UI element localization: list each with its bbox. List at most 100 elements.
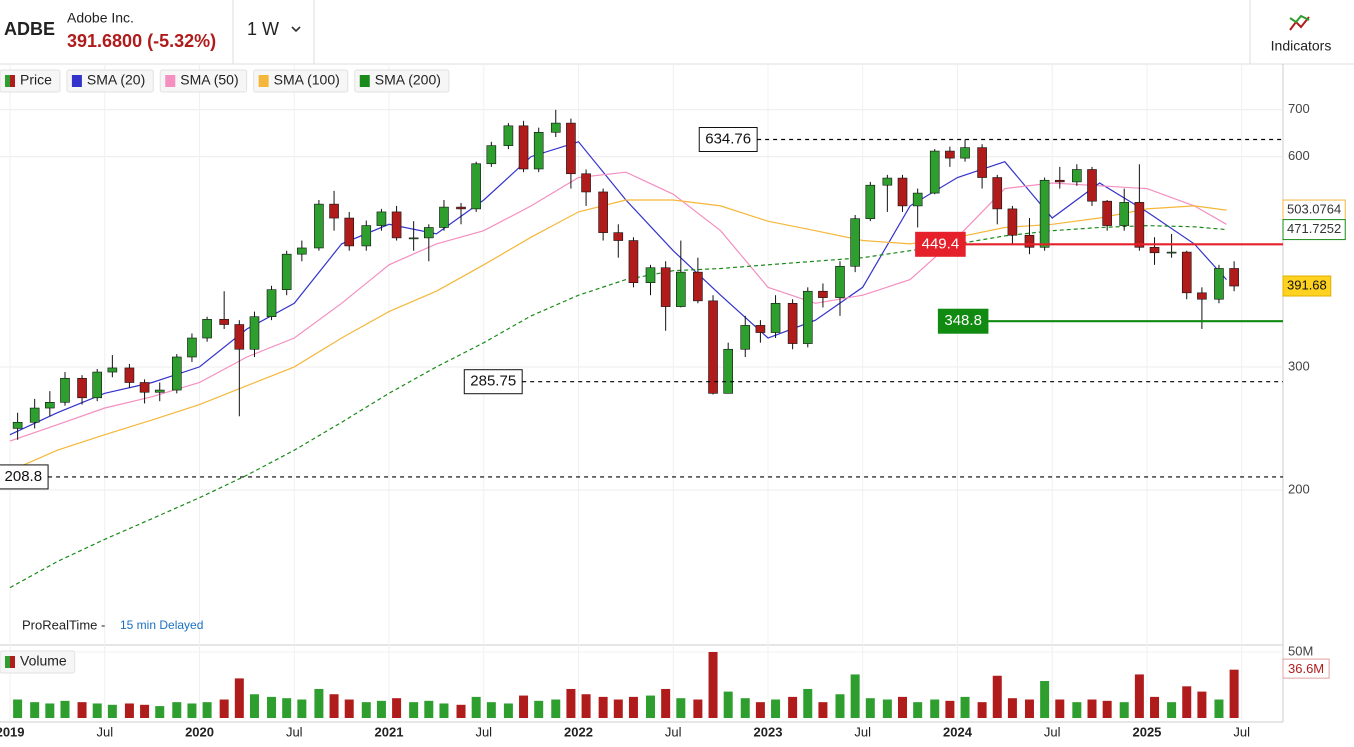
volume-bar — [172, 702, 182, 718]
candle-body — [234, 324, 245, 350]
volume-bar — [676, 698, 686, 718]
candle-body — [550, 122, 561, 133]
candle-body — [581, 173, 591, 193]
candle-body — [660, 267, 671, 307]
candle-body — [977, 147, 987, 178]
volume-bar — [30, 702, 40, 718]
candle-body — [945, 150, 955, 159]
candle-body — [139, 382, 150, 393]
candle-body — [960, 147, 970, 159]
candle-body — [613, 232, 624, 241]
sma-line — [9, 171, 1227, 442]
candle-body — [850, 218, 860, 267]
volume-bar — [803, 688, 813, 718]
y-tick-label: 200 — [1288, 481, 1310, 496]
legend-swatch — [258, 75, 269, 87]
volume-bar — [740, 698, 750, 718]
candle-body — [92, 371, 103, 399]
legend-swatch — [10, 656, 15, 668]
candle-body — [566, 122, 576, 175]
volume-bar — [992, 675, 1002, 718]
candle-body — [533, 131, 544, 170]
volume-bar — [202, 702, 212, 718]
volume-bar — [930, 699, 940, 718]
legend-item[interactable]: Volume — [0, 650, 76, 674]
level-label: 285.75 — [470, 373, 516, 390]
candle-body — [628, 240, 639, 283]
y-tick-label: 300 — [1288, 358, 1310, 373]
volume-bar — [898, 696, 908, 718]
volume-bar — [329, 694, 339, 718]
candle-body — [202, 318, 212, 339]
candle-body — [1197, 292, 1207, 300]
volume-bar — [581, 694, 591, 718]
volume-bar — [282, 698, 292, 718]
candle-body — [755, 325, 766, 333]
candle-body — [486, 145, 497, 165]
level-label: 634.76 — [705, 130, 751, 147]
candle-body — [676, 271, 686, 307]
indicators-icon — [1289, 16, 1310, 31]
volume-bar — [835, 694, 845, 718]
legend-item[interactable]: SMA (200) — [354, 69, 450, 93]
legend-item[interactable]: Price — [0, 69, 61, 93]
legend-swatch — [71, 75, 82, 87]
volume-bar — [471, 696, 481, 718]
volume-bar — [882, 699, 892, 718]
candle-body — [471, 163, 481, 210]
candle-body — [1119, 202, 1130, 226]
volume-bar — [1197, 691, 1207, 718]
candle-body — [1102, 200, 1112, 226]
volume-bar — [1024, 699, 1034, 718]
candle-body — [1007, 208, 1018, 236]
volume-bar — [155, 706, 165, 718]
candle-body — [1229, 268, 1239, 287]
candle-body — [376, 211, 387, 226]
x-tick-label: Jul — [1233, 724, 1250, 739]
legend-item[interactable]: SMA (20) — [66, 69, 154, 93]
y-tick-label: 600 — [1288, 148, 1310, 163]
last-value-label: 503.0764 — [1287, 201, 1341, 216]
volume-bar — [234, 678, 244, 718]
candle-body — [266, 289, 277, 318]
volume-bar — [598, 696, 608, 718]
candle-body — [281, 253, 292, 290]
candle-body — [787, 302, 798, 344]
source: ProRealTime - — [22, 617, 105, 632]
volume-bar — [409, 702, 419, 718]
indicators-button[interactable]: Indicators — [1271, 14, 1332, 54]
volume-bar — [1087, 699, 1097, 718]
candle-body — [424, 227, 434, 239]
level-label-box — [463, 369, 523, 395]
volume-bar — [1007, 698, 1017, 718]
interval[interactable]: 1 W — [247, 19, 279, 39]
volume-bar — [1072, 702, 1082, 718]
volume-bar — [661, 688, 671, 718]
legend-box — [253, 69, 349, 93]
candle-body — [408, 237, 419, 240]
candle-body — [29, 407, 40, 423]
x-tick-label: 2024 — [943, 724, 973, 739]
interval-select[interactable]: 1 W — [247, 19, 301, 39]
x-tick-label: 2025 — [1132, 724, 1161, 739]
candle-body — [439, 206, 449, 228]
legend-label: SMA (200) — [375, 72, 441, 88]
x-tick-label: 2020 — [185, 724, 214, 739]
legend-box — [354, 69, 450, 93]
delay-note: 15 min Delayed — [120, 618, 203, 632]
x-tick-label: Jul — [854, 724, 871, 739]
volume-bar — [755, 702, 765, 718]
volume-bar — [344, 699, 354, 718]
last-value-box — [1282, 219, 1346, 241]
candle-body — [297, 247, 307, 255]
level-label: 208.8 — [5, 468, 43, 485]
legend-item[interactable]: SMA (50) — [159, 69, 248, 93]
legend-item[interactable]: SMA (100) — [253, 69, 349, 93]
level-label-box — [0, 464, 49, 490]
volume-bar — [1040, 681, 1050, 718]
volume-bar — [376, 700, 386, 718]
candle-body — [740, 325, 751, 350]
indicators-label[interactable]: Indicators — [1271, 38, 1332, 54]
candle-body — [1039, 179, 1050, 248]
volume-bar — [1055, 699, 1065, 718]
